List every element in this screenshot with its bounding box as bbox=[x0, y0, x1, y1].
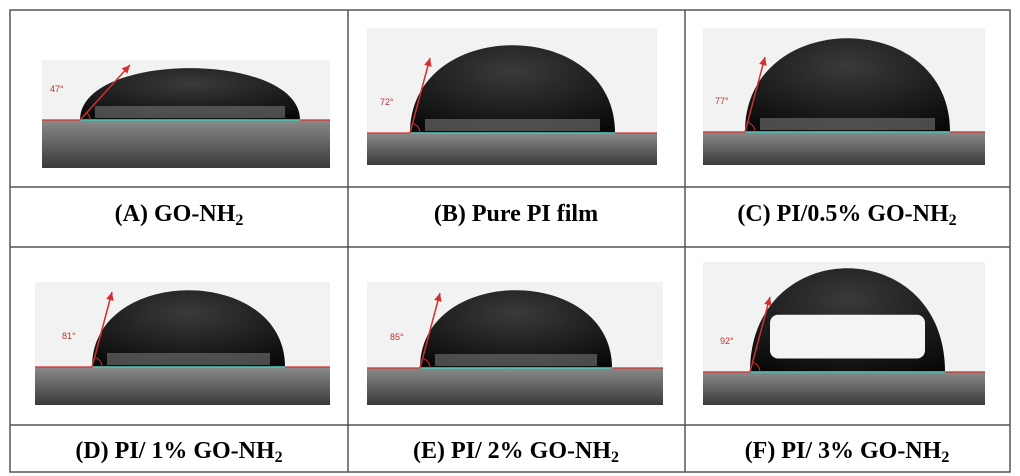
caption-text: (C) PI/0.5% GO-NH bbox=[737, 201, 949, 227]
caption-subscript: 2 bbox=[941, 449, 949, 466]
substrate bbox=[42, 120, 330, 168]
angle-label: 81° bbox=[62, 331, 76, 341]
caption: (B) Pure PI film bbox=[434, 201, 598, 227]
angle-label: 77° bbox=[715, 96, 729, 106]
substrate bbox=[367, 368, 663, 405]
caption: (D) PI/ 1% GO-NH2 bbox=[75, 438, 282, 466]
caption-text: (A) GO-NH bbox=[115, 201, 236, 227]
caption: (E) PI/ 2% GO-NH2 bbox=[413, 438, 619, 466]
droplet-reflection bbox=[95, 106, 285, 118]
figure: 47°(A) GO-NH272°(B) Pure PI film77°(C) P… bbox=[0, 0, 1020, 476]
caption: (A) GO-NH2 bbox=[115, 201, 244, 229]
droplet-reflection bbox=[435, 354, 597, 366]
caption-subscript: 2 bbox=[235, 212, 243, 229]
caption-subscript: 2 bbox=[611, 449, 619, 466]
droplet-highlight bbox=[770, 315, 925, 359]
angle-label: 85° bbox=[390, 332, 404, 342]
substrate bbox=[703, 132, 985, 165]
caption: (F) PI/ 3% GO-NH2 bbox=[745, 438, 950, 466]
caption-text: (E) PI/ 2% GO-NH bbox=[413, 438, 611, 464]
substrate bbox=[703, 372, 985, 405]
substrate bbox=[367, 133, 657, 165]
angle-label: 47° bbox=[50, 84, 64, 94]
substrate bbox=[35, 367, 330, 405]
caption-text: (D) PI/ 1% GO-NH bbox=[75, 438, 275, 464]
droplet-reflection bbox=[760, 118, 935, 130]
caption-text: (B) Pure PI film bbox=[434, 201, 598, 227]
caption-subscript: 2 bbox=[275, 449, 283, 466]
caption: (C) PI/0.5% GO-NH2 bbox=[737, 201, 956, 229]
droplet-reflection bbox=[107, 353, 270, 365]
caption-text: (F) PI/ 3% GO-NH bbox=[745, 438, 942, 464]
angle-label: 92° bbox=[720, 336, 734, 346]
droplet-reflection bbox=[425, 119, 600, 131]
angle-label: 72° bbox=[380, 97, 394, 107]
caption-subscript: 2 bbox=[949, 212, 957, 229]
